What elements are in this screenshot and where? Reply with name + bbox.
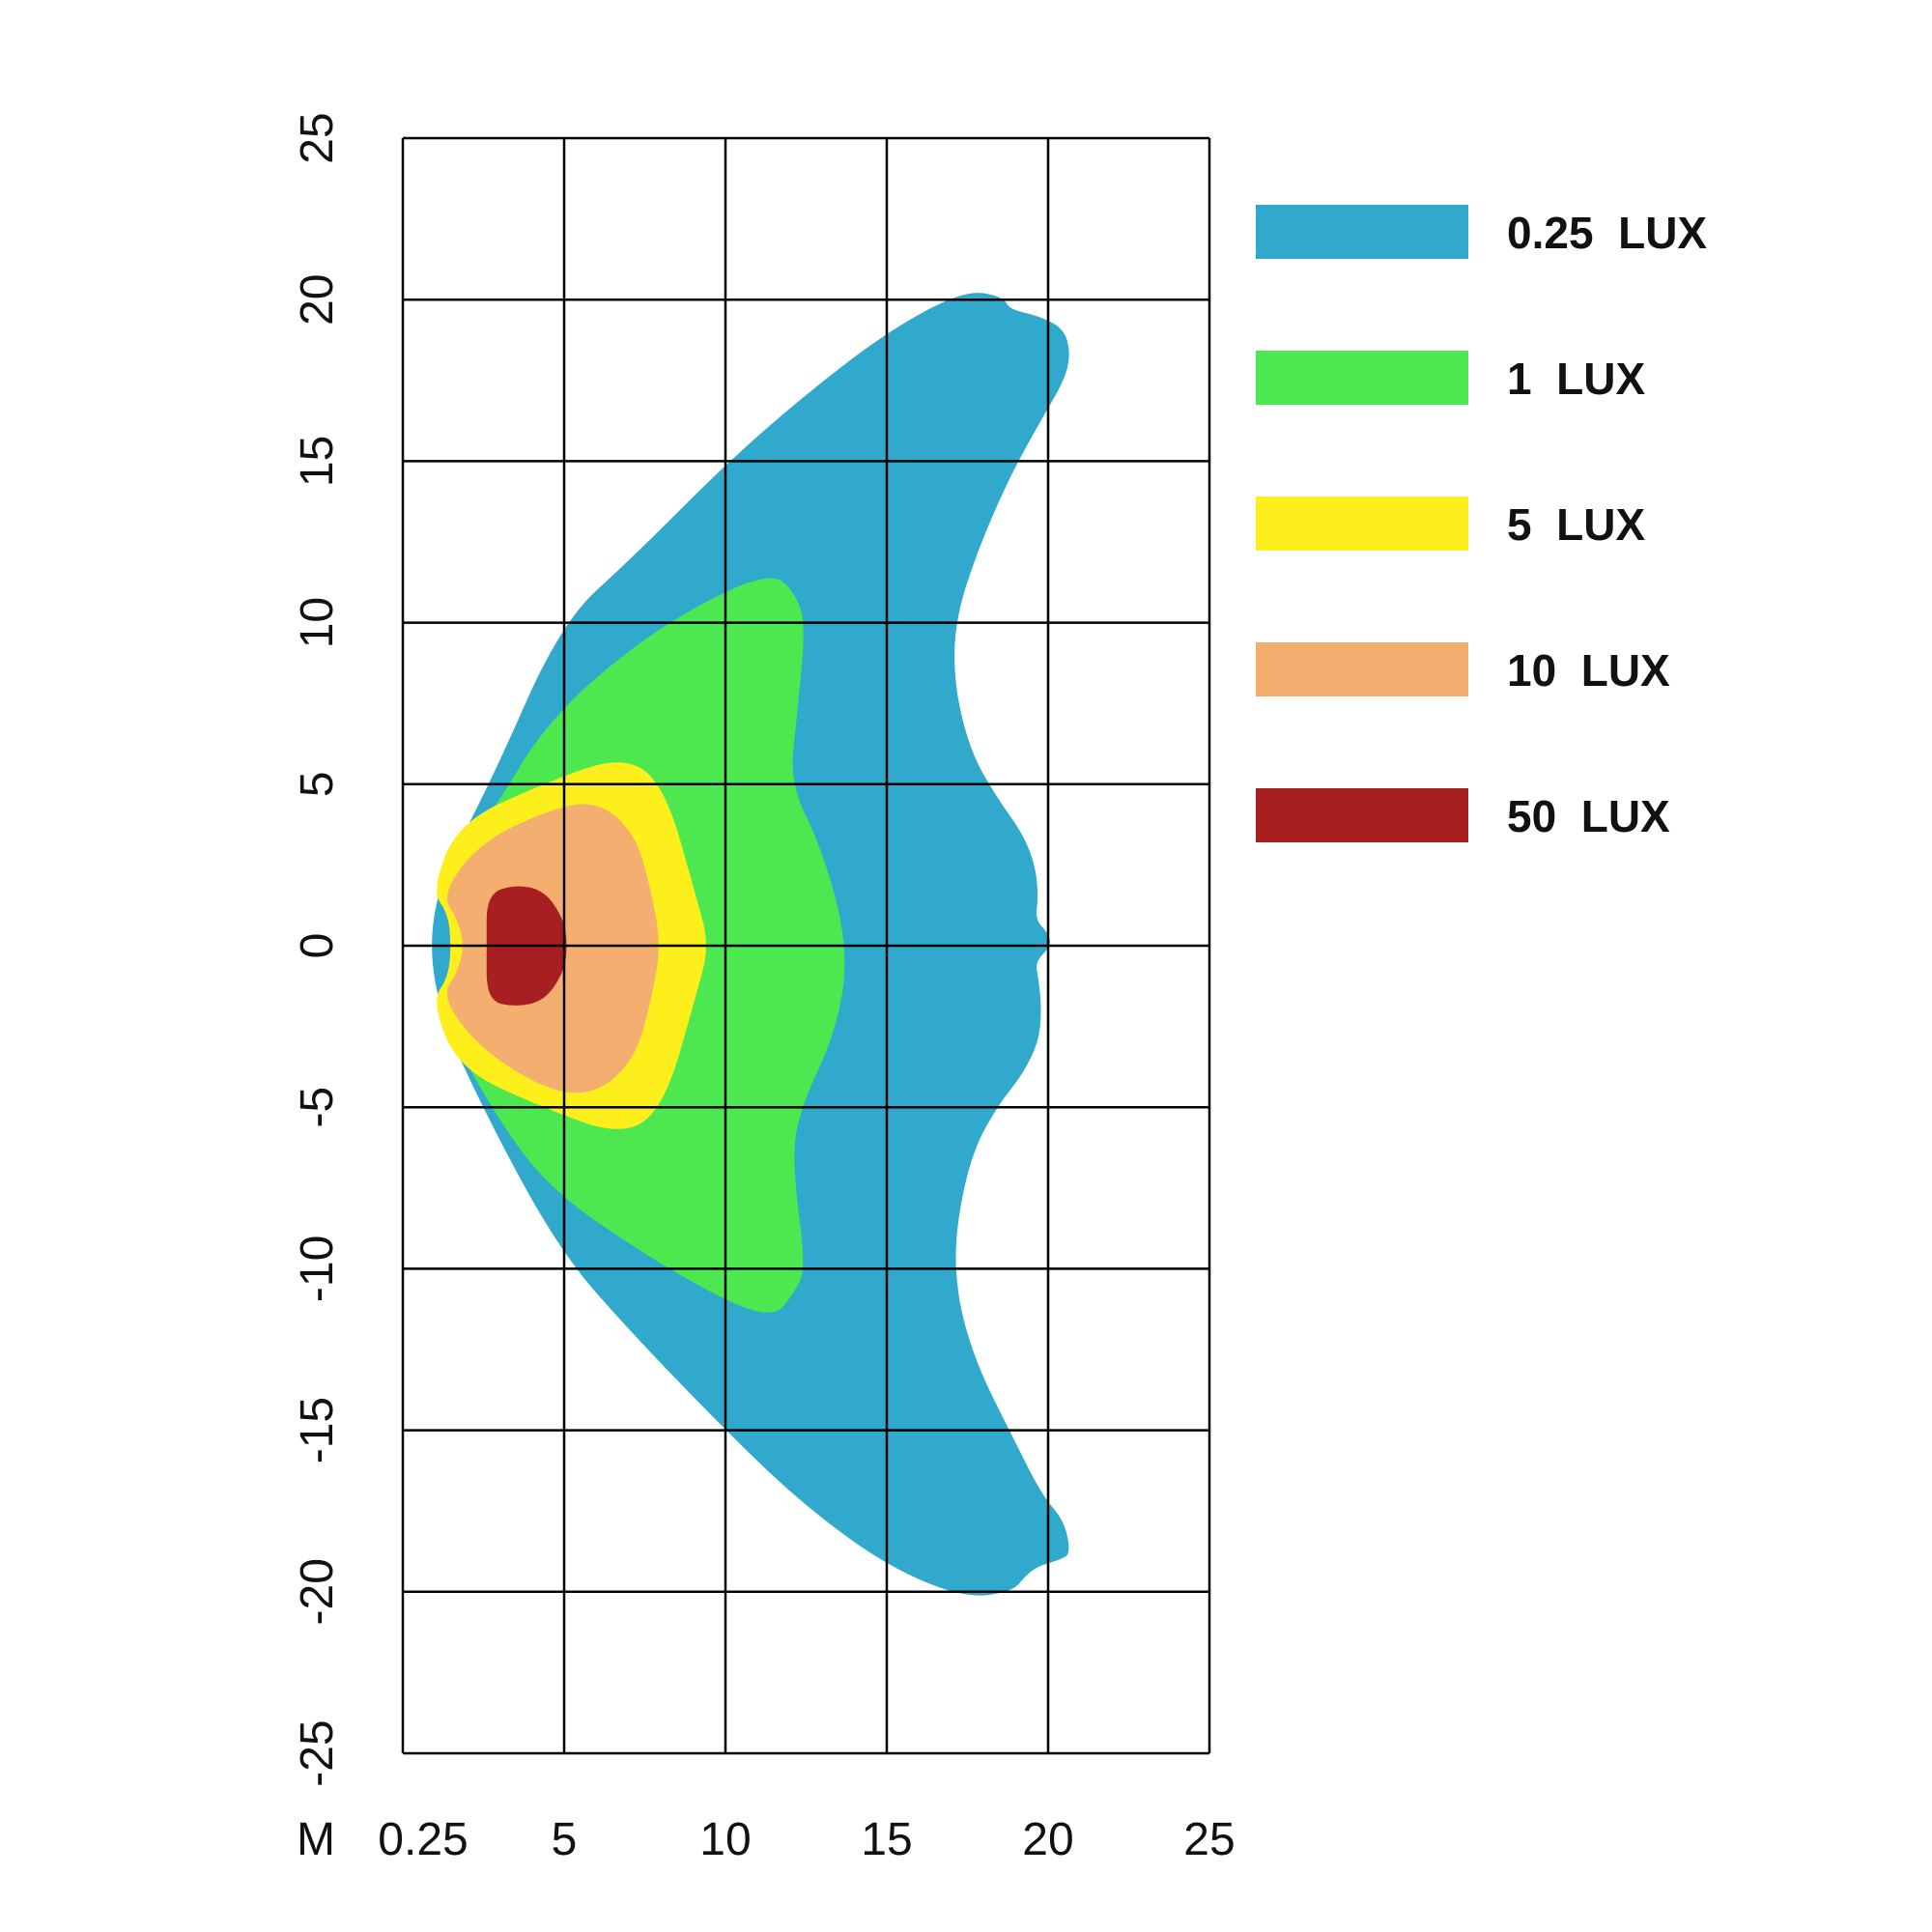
- legend-label: 10 LUX: [1507, 645, 1670, 696]
- x-tick-label: 20: [1022, 1814, 1073, 1865]
- x-tick-label: 5: [552, 1814, 578, 1865]
- grid: [401, 136, 1211, 1755]
- y-tick-label: -15: [292, 1397, 343, 1463]
- legend-label: 5 LUX: [1507, 499, 1645, 550]
- y-tick-label: -25: [292, 1719, 343, 1786]
- y-tick-label: -5: [292, 1087, 343, 1128]
- y-tick-label: 0: [292, 933, 343, 959]
- x-axis-ticks: 0.25 5 10 15 20 25: [378, 1814, 1235, 1865]
- legend-swatch: [1256, 497, 1468, 551]
- legend-label: 0.25 LUX: [1507, 208, 1707, 258]
- y-axis-ticks: 25 20 15 10 5 0 -5 -10 -15 -20 -25: [292, 112, 343, 1786]
- y-tick-label: 10: [292, 597, 343, 648]
- y-tick-label: 5: [292, 771, 343, 797]
- y-tick-label: 20: [292, 274, 343, 326]
- legend-swatch: [1256, 788, 1468, 842]
- x-tick-label: 10: [699, 1814, 751, 1865]
- x-tick-label: 0.25: [378, 1814, 468, 1865]
- x-axis-unit-label: M: [297, 1814, 335, 1865]
- x-tick-label: 15: [861, 1814, 912, 1865]
- x-tick-label: 25: [1183, 1814, 1235, 1865]
- y-tick-label: -10: [292, 1236, 343, 1302]
- isolux-areas: [432, 293, 1069, 1596]
- y-tick-label: 25: [292, 112, 343, 163]
- y-tick-label: -20: [292, 1558, 343, 1625]
- legend-swatch: [1256, 205, 1468, 259]
- y-tick-label: 15: [292, 436, 343, 487]
- legend-label: 50 LUX: [1507, 791, 1670, 841]
- legend-swatch: [1256, 642, 1468, 696]
- legend-label: 1 LUX: [1507, 354, 1645, 404]
- legend-swatch: [1256, 351, 1468, 405]
- legend: 0.25 LUX 1 LUX 5 LUX 10 LUX 50 LUX: [1256, 205, 1707, 842]
